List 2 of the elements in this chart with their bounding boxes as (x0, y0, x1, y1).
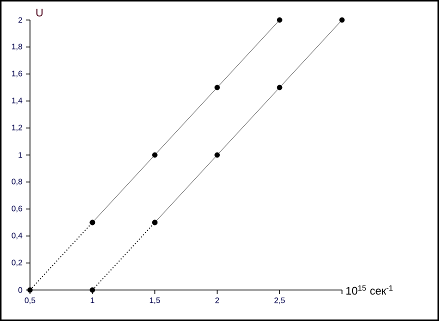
x-axis-title: 10$^{15}$ сек$^{-1}$ (346, 285, 393, 295)
y-axis-title: U (36, 8, 43, 16)
